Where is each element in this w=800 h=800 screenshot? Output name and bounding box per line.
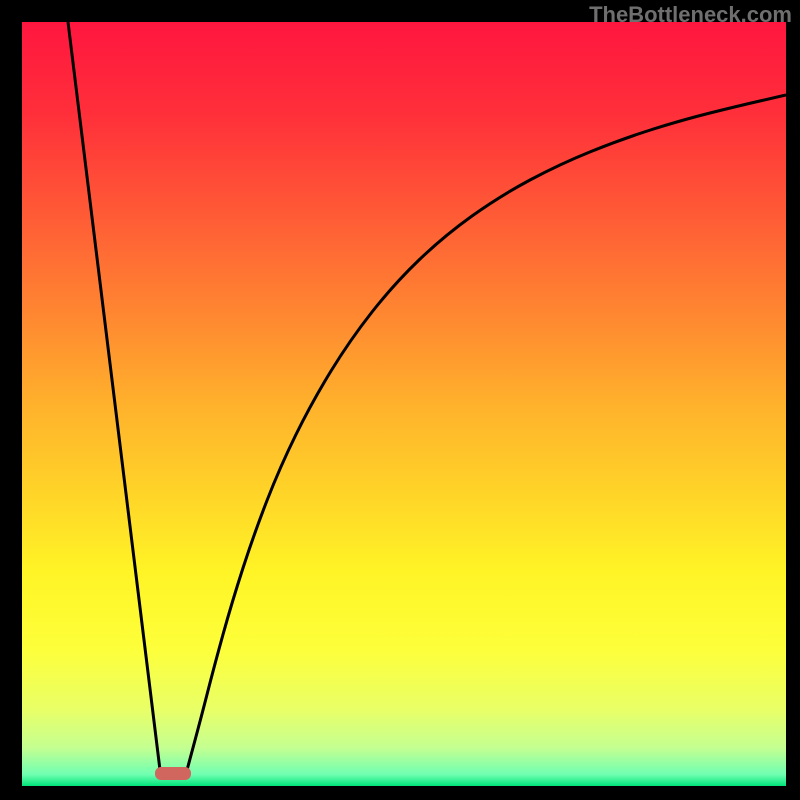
plot-area [22, 22, 786, 786]
minimum-marker [155, 767, 191, 780]
attribution-label: TheBottleneck.com [589, 2, 792, 28]
bottleneck-curve [22, 22, 786, 786]
chart-container: TheBottleneck.com [0, 0, 800, 800]
